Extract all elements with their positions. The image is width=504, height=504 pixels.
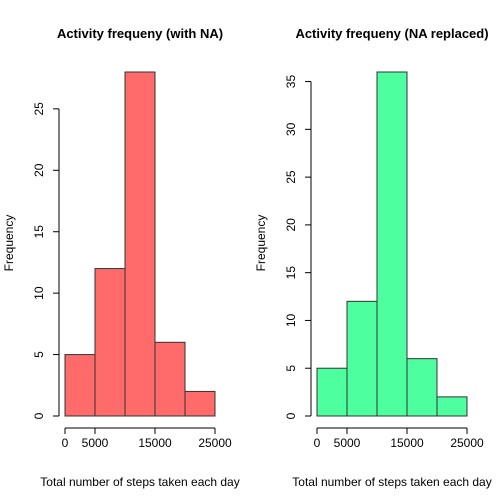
chart-title: Activity frequeny (NA replaced): [295, 26, 488, 41]
x-axis-label: Total number of steps taken each day: [292, 475, 491, 489]
y-tick-label: 10: [32, 286, 46, 300]
x-tick-label: 5000: [82, 436, 109, 450]
x-tick-label: 5000: [334, 436, 361, 450]
y-tick-label: 15: [284, 266, 298, 280]
histogram-panel-na-replaced: Activity frequeny (NA replaced) Total nu…: [254, 26, 492, 489]
y-tick-label: 10: [284, 313, 298, 327]
y-tick-label: 30: [284, 122, 298, 136]
y-tick-label: 5: [284, 365, 298, 372]
x-tick-label: 25000: [450, 436, 484, 450]
y-axis-label: Frequency: [254, 215, 268, 272]
y-tick-label: 0: [32, 412, 46, 419]
histogram-bar: [94, 268, 126, 417]
y-axis: 0 5 10 15 20 25 30 35: [284, 75, 312, 419]
x-tick-label: 15000: [390, 436, 424, 450]
y-tick-label: 15: [32, 225, 46, 239]
y-tick-label: 35: [284, 75, 298, 89]
x-tick-label: 0: [62, 436, 69, 450]
histogram-panel-with-na: Activity frequeny (with NA) Total number…: [2, 26, 240, 489]
histogram-bar: [184, 390, 216, 417]
bars: [316, 71, 468, 417]
histogram-bar: [406, 358, 438, 417]
histogram-bar: [154, 341, 186, 417]
histogram-bar: [376, 71, 408, 417]
y-axis: 0 5 10 15 20 25: [32, 102, 60, 419]
x-axis: 0 5000 15000 25000: [314, 427, 484, 450]
x-axis-label: Total number of steps taken each day: [40, 475, 239, 489]
histogram-bar: [316, 367, 348, 417]
histogram-bar: [64, 354, 96, 417]
histogram-bar: [124, 71, 156, 417]
y-tick-label: 25: [32, 102, 46, 116]
x-tick-label: 25000: [198, 436, 232, 450]
y-tick-label: 0: [284, 412, 298, 419]
histogram-bar: [346, 300, 378, 417]
y-tick-label: 20: [32, 163, 46, 177]
y-tick-label: 5: [32, 351, 46, 358]
chart-title: Activity frequeny (with NA): [57, 26, 223, 41]
x-tick-label: 15000: [138, 436, 172, 450]
x-axis: 0 5000 15000 25000: [62, 427, 232, 450]
histogram-bar: [436, 396, 468, 417]
bars: [64, 71, 216, 417]
x-tick-label: 0: [314, 436, 321, 450]
y-tick-label: 20: [284, 218, 298, 232]
y-axis-label: Frequency: [2, 215, 16, 272]
y-tick-label: 25: [284, 170, 298, 184]
